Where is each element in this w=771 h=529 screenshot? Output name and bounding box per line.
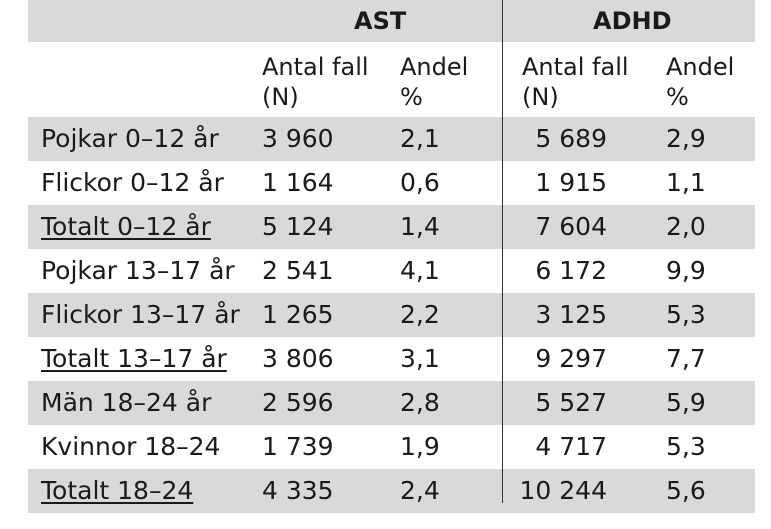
adhd-share-cell: 5,3 xyxy=(666,300,706,329)
adhd-share-cell: 2,0 xyxy=(666,212,706,241)
adhd-count-header: Antal fall (N) xyxy=(522,53,629,111)
adhd-group-header: ADHD xyxy=(593,7,672,35)
adhd-count-cell: 5 689 xyxy=(535,124,607,153)
table-row: Pojkar 0–12 år 3 960 2,1 5 689 2,9 xyxy=(28,117,755,161)
adhd-count-cell: 9 297 xyxy=(535,344,607,373)
adhd-count-cell: 7 604 xyxy=(535,212,607,241)
ast-share-cell: 3,1 xyxy=(400,344,440,373)
ast-group-header: AST xyxy=(354,7,407,35)
row-label: Totalt 18–24 xyxy=(41,476,194,505)
column-divider xyxy=(502,0,503,503)
ast-share-cell: 1,4 xyxy=(400,212,440,241)
ast-count-cell: 2 596 xyxy=(262,388,334,417)
adhd-share-cell: 9,9 xyxy=(666,256,706,285)
ast-count-cell: 2 541 xyxy=(262,256,334,285)
adhd-share-cell: 5,3 xyxy=(666,432,706,461)
ast-count-cell: 1 164 xyxy=(262,168,334,197)
adhd-share-cell: 7,7 xyxy=(666,344,706,373)
row-label: Flickor 0–12 år xyxy=(41,168,224,197)
ast-count-header: Antal fall (N) xyxy=(262,53,369,111)
adhd-share-cell: 1,1 xyxy=(666,168,706,197)
row-label: Kvinnor 18–24 xyxy=(41,432,221,461)
ast-count-cell: 3 960 xyxy=(262,124,334,153)
adhd-count-cell: 10 244 xyxy=(519,476,607,505)
adhd-count-cell: 3 125 xyxy=(535,300,607,329)
adhd-count-cell: 1 915 xyxy=(535,168,607,197)
ast-count-cell: 5 124 xyxy=(262,212,334,241)
adhd-share-header: Andel % xyxy=(666,53,735,111)
table-row: Män 18–24 år 2 596 2,8 5 527 5,9 xyxy=(28,381,755,425)
header-row: AST ADHD xyxy=(28,0,755,42)
adhd-share-cell: 5,6 xyxy=(666,476,706,505)
row-label: Pojkar 13–17 år xyxy=(41,256,235,285)
row-label: Flickor 13–17 år xyxy=(41,300,240,329)
ast-share-cell: 4,1 xyxy=(400,256,440,285)
adhd-count-cell: 4 717 xyxy=(535,432,607,461)
table-row: Flickor 0–12 år 1 164 0,6 1 915 1,1 xyxy=(28,161,755,205)
ast-share-header: Andel % xyxy=(400,53,469,111)
table-row: Totalt 13–17 år 3 806 3,1 9 297 7,7 xyxy=(28,337,755,381)
ast-count-cell: 1 265 xyxy=(262,300,334,329)
adhd-share-cell: 2,9 xyxy=(666,124,706,153)
ast-share-cell: 2,1 xyxy=(400,124,440,153)
ast-share-cell: 1,9 xyxy=(400,432,440,461)
row-label: Totalt 13–17 år xyxy=(41,344,227,373)
row-label: Totalt 0–12 år xyxy=(41,212,211,241)
adhd-count-cell: 5 527 xyxy=(535,388,607,417)
ast-share-cell: 2,4 xyxy=(400,476,440,505)
row-label: Män 18–24 år xyxy=(41,388,212,417)
adhd-count-cell: 6 172 xyxy=(535,256,607,285)
table-row: Kvinnor 18–24 1 739 1,9 4 717 5,3 xyxy=(28,425,755,469)
row-label: Pojkar 0–12 år xyxy=(41,124,219,153)
ast-share-cell: 0,6 xyxy=(400,168,440,197)
ast-share-cell: 2,2 xyxy=(400,300,440,329)
table-row: Totalt 18–24 4 335 2,4 10 244 5,6 xyxy=(28,469,755,513)
ast-share-cell: 2,8 xyxy=(400,388,440,417)
subheader-row: Antal fall (N) Andel % Antal fall (N) An… xyxy=(28,42,755,117)
table-row: Flickor 13–17 år 1 265 2,2 3 125 5,3 xyxy=(28,293,755,337)
adhd-share-cell: 5,9 xyxy=(666,388,706,417)
ast-count-cell: 3 806 xyxy=(262,344,334,373)
ast-count-cell: 4 335 xyxy=(262,476,334,505)
table-row: Pojkar 13–17 år 2 541 4,1 6 172 9,9 xyxy=(28,249,755,293)
ast-count-cell: 1 739 xyxy=(262,432,334,461)
table-row: Totalt 0–12 år 5 124 1,4 7 604 2,0 xyxy=(28,205,755,249)
